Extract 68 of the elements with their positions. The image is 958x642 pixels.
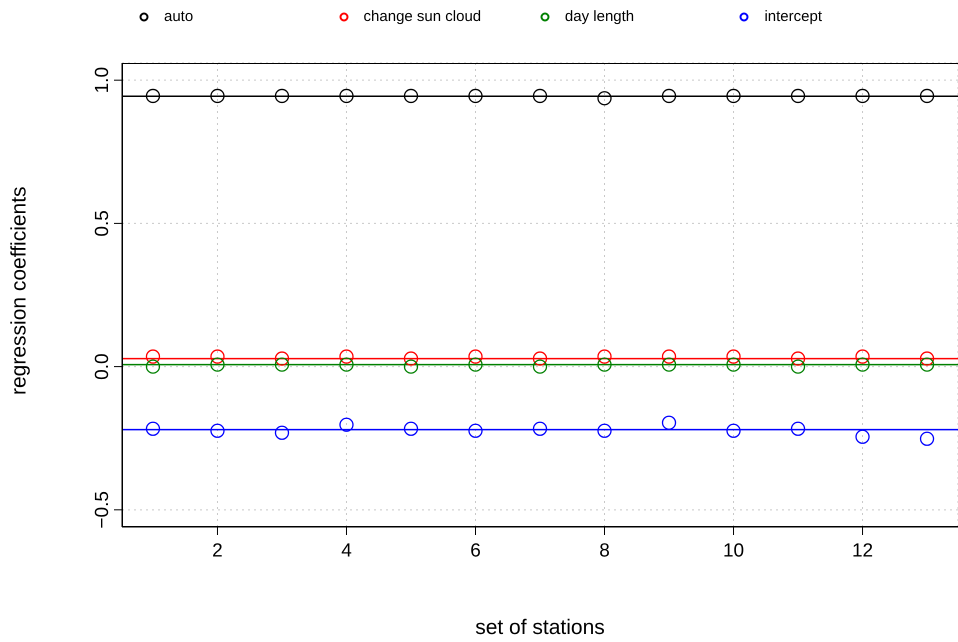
- y-tick-label: 1.0: [92, 66, 113, 94]
- point: [920, 88, 934, 104]
- point: [855, 430, 870, 444]
- point: [597, 357, 612, 372]
- legend-label: auto: [164, 8, 194, 25]
- point: [790, 359, 806, 374]
- point: [662, 416, 676, 430]
- point: [855, 349, 870, 364]
- point: [597, 349, 612, 364]
- point: [146, 349, 160, 364]
- point: [468, 424, 483, 438]
- x-axis-title: set of stations: [475, 616, 605, 639]
- point: [790, 88, 806, 104]
- point: [404, 88, 418, 104]
- x-tick-label: 8: [599, 540, 610, 562]
- point: [404, 359, 418, 374]
- point: [274, 426, 290, 440]
- point: [662, 357, 676, 372]
- x-tick-label: 12: [852, 540, 874, 562]
- point: [210, 424, 225, 438]
- point: [726, 349, 741, 364]
- point: [920, 351, 934, 366]
- point: [597, 424, 612, 438]
- point: [726, 88, 741, 104]
- point: [339, 88, 354, 104]
- y-tick-label: 0.5: [92, 210, 113, 237]
- y-axis-title: regression coefficients: [7, 186, 30, 395]
- point: [468, 357, 483, 372]
- point: [274, 357, 290, 372]
- point: [404, 422, 418, 436]
- x-tick-label: 2: [212, 540, 223, 562]
- point: [532, 422, 548, 436]
- point: [146, 359, 160, 374]
- point: [726, 424, 741, 438]
- point: [790, 422, 806, 436]
- legend-label: intercept: [764, 8, 822, 25]
- point: [662, 349, 676, 364]
- y-tick-label: 0.0: [92, 353, 113, 380]
- point: [597, 91, 612, 106]
- point: [404, 351, 418, 366]
- x-tick-label: 6: [470, 540, 481, 562]
- x-tick-label: 4: [341, 540, 352, 562]
- point: [920, 357, 934, 372]
- point: [468, 88, 483, 104]
- point: [339, 349, 354, 364]
- point: [790, 351, 806, 366]
- point: [210, 349, 225, 364]
- point: [920, 432, 934, 446]
- point: [339, 418, 354, 432]
- point: [726, 357, 741, 372]
- point: [855, 88, 870, 104]
- x-tick-label: 10: [722, 540, 744, 562]
- point: [210, 88, 225, 104]
- point: [532, 88, 548, 104]
- legend-label: change sun cloud: [364, 8, 482, 25]
- point: [339, 357, 354, 372]
- point: [662, 88, 676, 104]
- y-tick-label: −0.5: [92, 491, 113, 529]
- point: [855, 357, 870, 372]
- point: [146, 88, 160, 104]
- point: [532, 359, 548, 374]
- point: [274, 351, 290, 366]
- point: [146, 422, 160, 436]
- legend-label: day length: [564, 8, 634, 25]
- point: [274, 88, 290, 104]
- point: [468, 349, 483, 364]
- point: [210, 357, 225, 372]
- point: [532, 351, 548, 366]
